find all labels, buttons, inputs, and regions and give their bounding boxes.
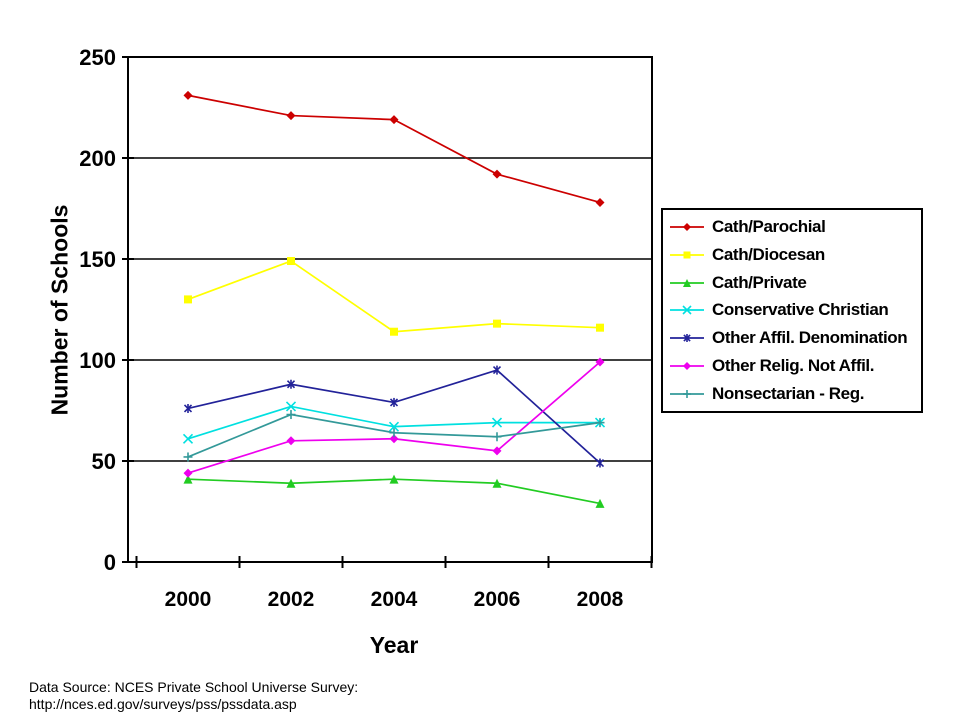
data-point-marker-x bbox=[388, 421, 400, 432]
legend-label: Other Affil. Denomination bbox=[712, 328, 908, 348]
series-conservative-christian bbox=[182, 401, 606, 444]
y-tick-label: 100 bbox=[79, 348, 116, 373]
data-point-marker-x bbox=[182, 433, 194, 444]
data-point-marker-plus bbox=[286, 410, 296, 420]
data-point-marker-diamond bbox=[286, 111, 296, 121]
legend-label: Conservative Christian bbox=[712, 300, 889, 320]
legend-label: Cath/Parochial bbox=[712, 216, 826, 236]
series-cath-parochial bbox=[183, 90, 605, 207]
data-point-marker-triangle bbox=[286, 478, 296, 488]
legend-label: Nonsectarian - Reg. bbox=[712, 383, 865, 403]
legend-marker-diamond-icon bbox=[670, 362, 704, 371]
data-point-marker-diamond bbox=[183, 468, 193, 478]
y-tick-label: 50 bbox=[92, 449, 116, 474]
data-point-marker-x bbox=[491, 417, 503, 428]
data-point-marker-x bbox=[285, 401, 297, 412]
y-axis: 0 50 100 150 200 250 bbox=[79, 45, 134, 575]
data-point-marker-square bbox=[287, 257, 295, 266]
data-point-marker-diamond bbox=[683, 222, 691, 231]
series-cath-diocesan bbox=[184, 257, 604, 336]
data-point-marker-diamond bbox=[492, 169, 502, 179]
x-tick-label: 2008 bbox=[577, 588, 624, 611]
data-point-marker-diamond bbox=[683, 362, 691, 371]
data-point-marker-square bbox=[596, 323, 604, 332]
series-other-relig-not-affil bbox=[183, 357, 605, 478]
legend-item: Cath/Private bbox=[670, 273, 919, 293]
legend-item: Cath/Parochial bbox=[670, 217, 919, 237]
data-point-marker-asterisk bbox=[492, 365, 502, 375]
data-source-line1: Data Source: NCES Private School Univers… bbox=[29, 679, 359, 695]
data-point-marker-plus bbox=[183, 452, 193, 462]
data-point-marker-plus bbox=[492, 432, 502, 442]
x-tick-label: 2002 bbox=[268, 588, 315, 611]
series-nonsectarian-reg bbox=[183, 410, 605, 462]
legend-marker-plus-icon bbox=[670, 389, 704, 398]
x-axis: 2000 2002 2004 2006 2008 bbox=[135, 556, 653, 611]
data-point-marker-diamond bbox=[492, 446, 502, 456]
legend-item: Conservative Christian bbox=[670, 300, 919, 320]
data-point-marker-square bbox=[683, 251, 691, 259]
legend-item: Nonsectarian - Reg. bbox=[670, 384, 919, 404]
data-point-marker-square bbox=[390, 327, 398, 336]
data-point-marker-diamond bbox=[595, 357, 605, 367]
legend-marker-diamond-icon bbox=[670, 222, 704, 231]
series-cath-private bbox=[183, 474, 605, 508]
data-point-marker-diamond bbox=[389, 434, 399, 444]
data-point-marker-square bbox=[493, 319, 501, 328]
data-source-note: Data Source: NCES Private School Univers… bbox=[29, 679, 358, 713]
data-point-marker-plus bbox=[683, 389, 691, 398]
data-point-marker-asterisk bbox=[595, 458, 605, 468]
x-tick-label: 2004 bbox=[371, 588, 418, 611]
legend-label: Cath/Private bbox=[712, 272, 807, 292]
legend-box: Cath/Parochial Cath/Diocesan Cath/Private C… bbox=[661, 208, 923, 413]
legend-marker-asterisk-icon bbox=[670, 334, 704, 343]
plot-border bbox=[127, 56, 653, 563]
x-tick-label: 2006 bbox=[474, 588, 521, 611]
legend-marker-triangle-icon bbox=[670, 278, 704, 287]
data-point-marker-asterisk bbox=[683, 334, 691, 343]
legend-marker-square-icon bbox=[670, 251, 704, 259]
legend-item: Other Relig. Not Affil. bbox=[670, 356, 919, 376]
y-tick-label: 200 bbox=[79, 146, 116, 171]
data-point-marker-triangle bbox=[492, 478, 502, 488]
data-source-line2: http://nces.ed.gov/surveys/pss/pssdata.a… bbox=[29, 696, 297, 712]
data-point-marker-triangle bbox=[389, 474, 399, 484]
data-point-marker-diamond bbox=[286, 436, 296, 446]
data-point-marker-asterisk bbox=[389, 397, 399, 407]
legend-marker-x-icon bbox=[670, 305, 704, 316]
data-point-marker-asterisk bbox=[286, 379, 296, 389]
data-point-marker-diamond bbox=[595, 197, 605, 207]
x-axis-title: Year bbox=[369, 632, 419, 658]
gridlines bbox=[128, 157, 652, 462]
data-point-marker-triangle bbox=[595, 498, 605, 508]
data-point-marker-diamond bbox=[183, 90, 193, 100]
data-point-marker-triangle bbox=[683, 278, 691, 287]
data-point-marker-square bbox=[184, 295, 192, 304]
legend-label: Cath/Diocesan bbox=[712, 244, 825, 264]
y-tick-label: 250 bbox=[79, 45, 116, 70]
data-point-marker-diamond bbox=[389, 115, 399, 125]
data-point-marker-plus bbox=[595, 418, 605, 428]
series-other-affil-denomination bbox=[183, 365, 605, 468]
data-point-marker-asterisk bbox=[183, 403, 193, 413]
legend-item: Cath/Diocesan bbox=[670, 245, 919, 265]
y-tick-label: 0 bbox=[104, 550, 116, 575]
x-tick-label: 2000 bbox=[165, 588, 212, 611]
data-point-marker-triangle bbox=[183, 474, 193, 484]
y-axis-title: Number of Schools bbox=[46, 204, 73, 416]
y-tick-label: 150 bbox=[79, 247, 116, 272]
legend-item: Other Affil. Denomination bbox=[670, 328, 919, 348]
data-point-marker-x bbox=[682, 305, 692, 316]
data-point-marker-plus bbox=[389, 428, 399, 438]
legend-label: Other Relig. Not Affil. bbox=[712, 356, 875, 376]
